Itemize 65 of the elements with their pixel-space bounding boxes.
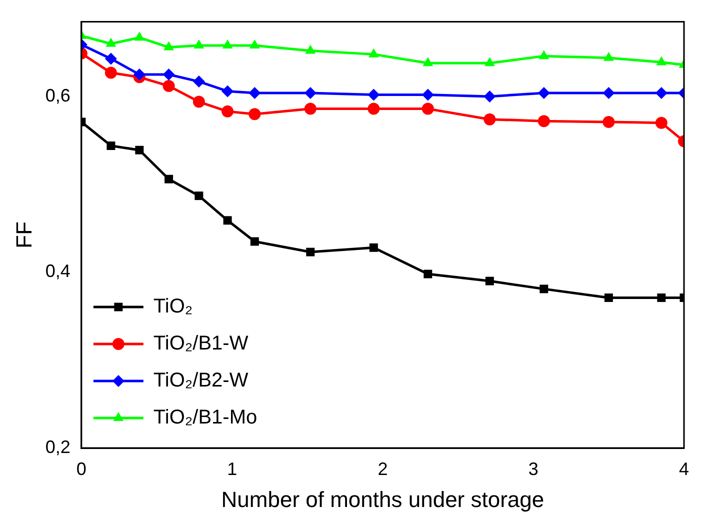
point [368,88,380,101]
point [222,85,234,98]
point [484,57,495,66]
x-tick-label: 0 [76,458,86,479]
y-axis-title: FF [11,221,36,248]
point [657,293,666,302]
point [134,32,145,41]
point [133,68,146,81]
point [162,68,175,81]
x-tick-label: 2 [378,458,388,479]
point [368,102,380,115]
point [305,44,316,54]
point [304,86,316,99]
point [655,86,668,99]
x-tick-label: 3 [528,458,538,479]
point [602,116,615,128]
legend-label: TiO₂/B2-W [153,370,248,392]
legend-label: TiO₂/B1-Mo [153,406,258,429]
point [540,284,548,294]
point [422,57,434,66]
point [306,248,315,256]
point [538,50,550,60]
point [164,174,174,184]
point [248,86,261,99]
point [422,102,434,115]
point [194,40,204,49]
point [192,96,205,108]
point [249,40,260,49]
point [304,102,316,115]
point [655,116,668,129]
point [538,86,550,99]
x-tick-label: 4 [678,458,690,479]
point [104,52,117,65]
point [222,105,234,118]
y-tick-label: 0,4 [45,261,70,282]
x-tick-label: 1 [227,458,238,479]
point [104,66,117,79]
point [485,276,494,286]
point [602,86,615,99]
point [222,40,233,49]
point [135,146,144,154]
point [656,56,667,66]
point [106,141,116,150]
point [603,52,614,61]
point [162,80,175,92]
point [368,48,379,58]
y-tick-label: 0,2 [45,436,70,457]
point [192,76,205,88]
point [484,90,496,102]
point [223,216,232,225]
point [106,38,116,47]
y-tick-label: 0,6 [45,85,70,106]
point [422,88,434,101]
point [538,115,550,128]
point [424,270,432,278]
point [194,192,204,200]
point [250,237,259,246]
point [248,108,261,120]
legend-label: TiO₂/B1-W [153,332,248,355]
point [604,293,613,302]
legend-label: TiO₂ [153,296,193,318]
point [484,113,496,126]
point [369,243,378,252]
point [164,41,174,50]
x-axis-title: Number of months under storage [221,486,544,512]
